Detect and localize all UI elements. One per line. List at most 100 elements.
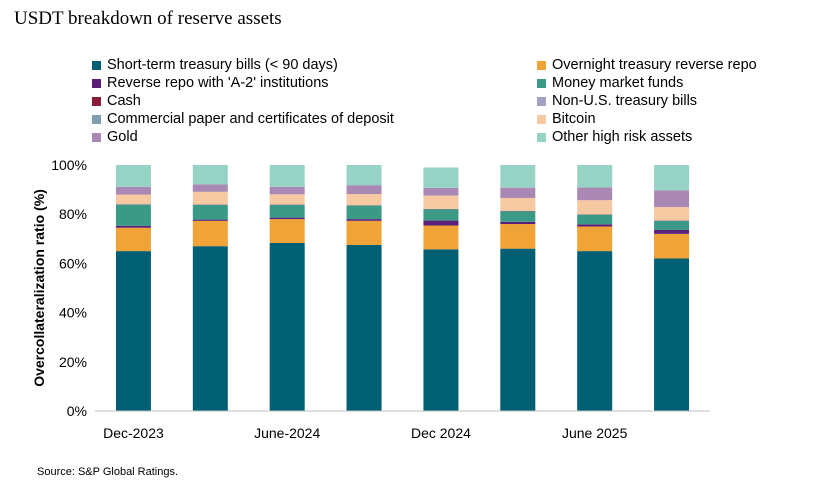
bar-segment bbox=[192, 219, 228, 221]
bar-segment bbox=[654, 207, 690, 221]
bar-segment bbox=[423, 187, 459, 196]
legend-label: Bitcoin bbox=[552, 111, 596, 127]
bar-segment bbox=[192, 204, 228, 220]
legend-label: Cash bbox=[107, 93, 141, 109]
bar-segment bbox=[423, 225, 459, 250]
legend-item: Bitcoin bbox=[537, 111, 596, 127]
legend-swatch bbox=[92, 60, 101, 70]
bar-segment bbox=[500, 197, 536, 211]
bar-segment bbox=[577, 251, 613, 411]
legend-item: Gold bbox=[92, 129, 138, 145]
legend-swatch bbox=[92, 78, 101, 88]
bar-segment bbox=[423, 167, 459, 188]
bar-segment bbox=[423, 195, 459, 209]
legend-item: Reverse repo with 'A-2' institutions bbox=[92, 75, 329, 91]
bar-segment bbox=[346, 219, 382, 221]
bar-segment bbox=[577, 200, 613, 215]
bar-segment bbox=[192, 184, 228, 192]
legend-label: Reverse repo with 'A-2' institutions bbox=[107, 75, 329, 91]
bar-segment bbox=[269, 219, 305, 243]
legend-item: Other high risk assets bbox=[537, 129, 692, 145]
legend-label: Commercial paper and certificates of dep… bbox=[107, 111, 394, 127]
bar-segment bbox=[654, 190, 690, 208]
bar-segment bbox=[269, 186, 305, 195]
bar-segment bbox=[269, 194, 305, 205]
legend-item: Cash bbox=[92, 93, 141, 109]
bar-segment bbox=[115, 251, 151, 411]
x-tick-label: June-2024 bbox=[254, 425, 320, 441]
bar-segment bbox=[654, 258, 690, 411]
bar-segment bbox=[500, 165, 536, 188]
legend-swatch bbox=[537, 96, 546, 106]
bar-segment bbox=[500, 187, 536, 198]
bar-segment bbox=[500, 211, 536, 222]
legend-swatch bbox=[92, 96, 101, 106]
bar-segment bbox=[115, 225, 151, 228]
y-tick-label: 60% bbox=[59, 255, 87, 271]
y-tick-label: 80% bbox=[59, 206, 87, 222]
bar-segment bbox=[577, 224, 613, 227]
legend-item: Commercial paper and certificates of dep… bbox=[92, 111, 394, 127]
bar-segment bbox=[269, 217, 305, 220]
chart-title: USDT breakdown of reserve assets bbox=[14, 8, 282, 29]
legend-item: Short-term treasury bills (< 90 days) bbox=[92, 57, 338, 73]
x-tick-label: Dec-2023 bbox=[103, 425, 164, 441]
legend-label: Non-U.S. treasury bills bbox=[552, 93, 698, 109]
legend-swatch bbox=[537, 60, 546, 70]
legend-swatch bbox=[537, 78, 546, 88]
bar-segment bbox=[346, 205, 382, 220]
bar-segment bbox=[423, 209, 459, 221]
y-axis-label: Overcollateralization ratio (%) bbox=[31, 189, 47, 387]
legend-swatch bbox=[92, 132, 101, 142]
bar-segment bbox=[192, 165, 228, 185]
stacked-bar-chart: 0% 20% 40% 60% 80% 100%Overcollateralization … bbox=[31, 157, 710, 441]
bar-segment bbox=[577, 187, 613, 201]
legend-item: Money market funds bbox=[537, 75, 683, 91]
bar-segment bbox=[500, 221, 536, 225]
bar-segment bbox=[346, 185, 382, 195]
bar-segment bbox=[192, 191, 228, 205]
bar-segment bbox=[577, 226, 613, 252]
bar-segment bbox=[654, 233, 690, 259]
bar-segment bbox=[500, 248, 536, 411]
bar-segment bbox=[269, 204, 305, 218]
bar-segment bbox=[577, 165, 613, 188]
y-tick-label: 40% bbox=[59, 305, 87, 321]
legend-swatch bbox=[92, 114, 101, 124]
bar-segment bbox=[115, 186, 151, 195]
bar-segment bbox=[654, 220, 690, 230]
bar-segment bbox=[654, 165, 690, 191]
bar-segment bbox=[577, 214, 613, 225]
bar-segment bbox=[192, 246, 228, 411]
legend-label: Short-term treasury bills (< 90 days) bbox=[107, 57, 338, 73]
legend: Short-term treasury bills (< 90 days) Ove… bbox=[92, 57, 792, 147]
bar-segment bbox=[115, 165, 151, 187]
bar-segment bbox=[346, 244, 382, 411]
bar-segment bbox=[423, 249, 459, 411]
legend-label: Other high risk assets bbox=[552, 129, 693, 145]
legend-item: Non-U.S. treasury bills bbox=[537, 93, 697, 109]
legend-swatch bbox=[537, 132, 546, 142]
legend-swatch bbox=[537, 114, 546, 124]
bar-segment bbox=[346, 194, 382, 206]
bar-segment bbox=[115, 204, 151, 226]
bar-segment bbox=[115, 194, 151, 205]
y-tick-label: 100% bbox=[51, 157, 87, 173]
bar-segment bbox=[500, 224, 536, 249]
x-tick-label: Dec 2024 bbox=[411, 425, 471, 441]
bar-segment bbox=[346, 220, 382, 245]
x-tick-label: June 2025 bbox=[562, 425, 628, 441]
bar-segment bbox=[423, 220, 459, 226]
bar-segment bbox=[654, 229, 690, 234]
bar-segment bbox=[269, 242, 305, 411]
bar-segment bbox=[115, 227, 151, 252]
bar-segment bbox=[269, 165, 305, 187]
source-note: Source: S&P Global Ratings. bbox=[37, 466, 179, 478]
bar-segment bbox=[346, 165, 382, 186]
legend-label: Money market funds bbox=[552, 75, 684, 91]
bar-segment bbox=[192, 220, 228, 247]
legend-label: Overnight treasury reverse repo bbox=[552, 57, 757, 73]
legend-label: Gold bbox=[107, 129, 138, 145]
legend-item: Overnight treasury reverse repo bbox=[537, 57, 757, 73]
y-tick-label: 0% bbox=[67, 403, 87, 419]
